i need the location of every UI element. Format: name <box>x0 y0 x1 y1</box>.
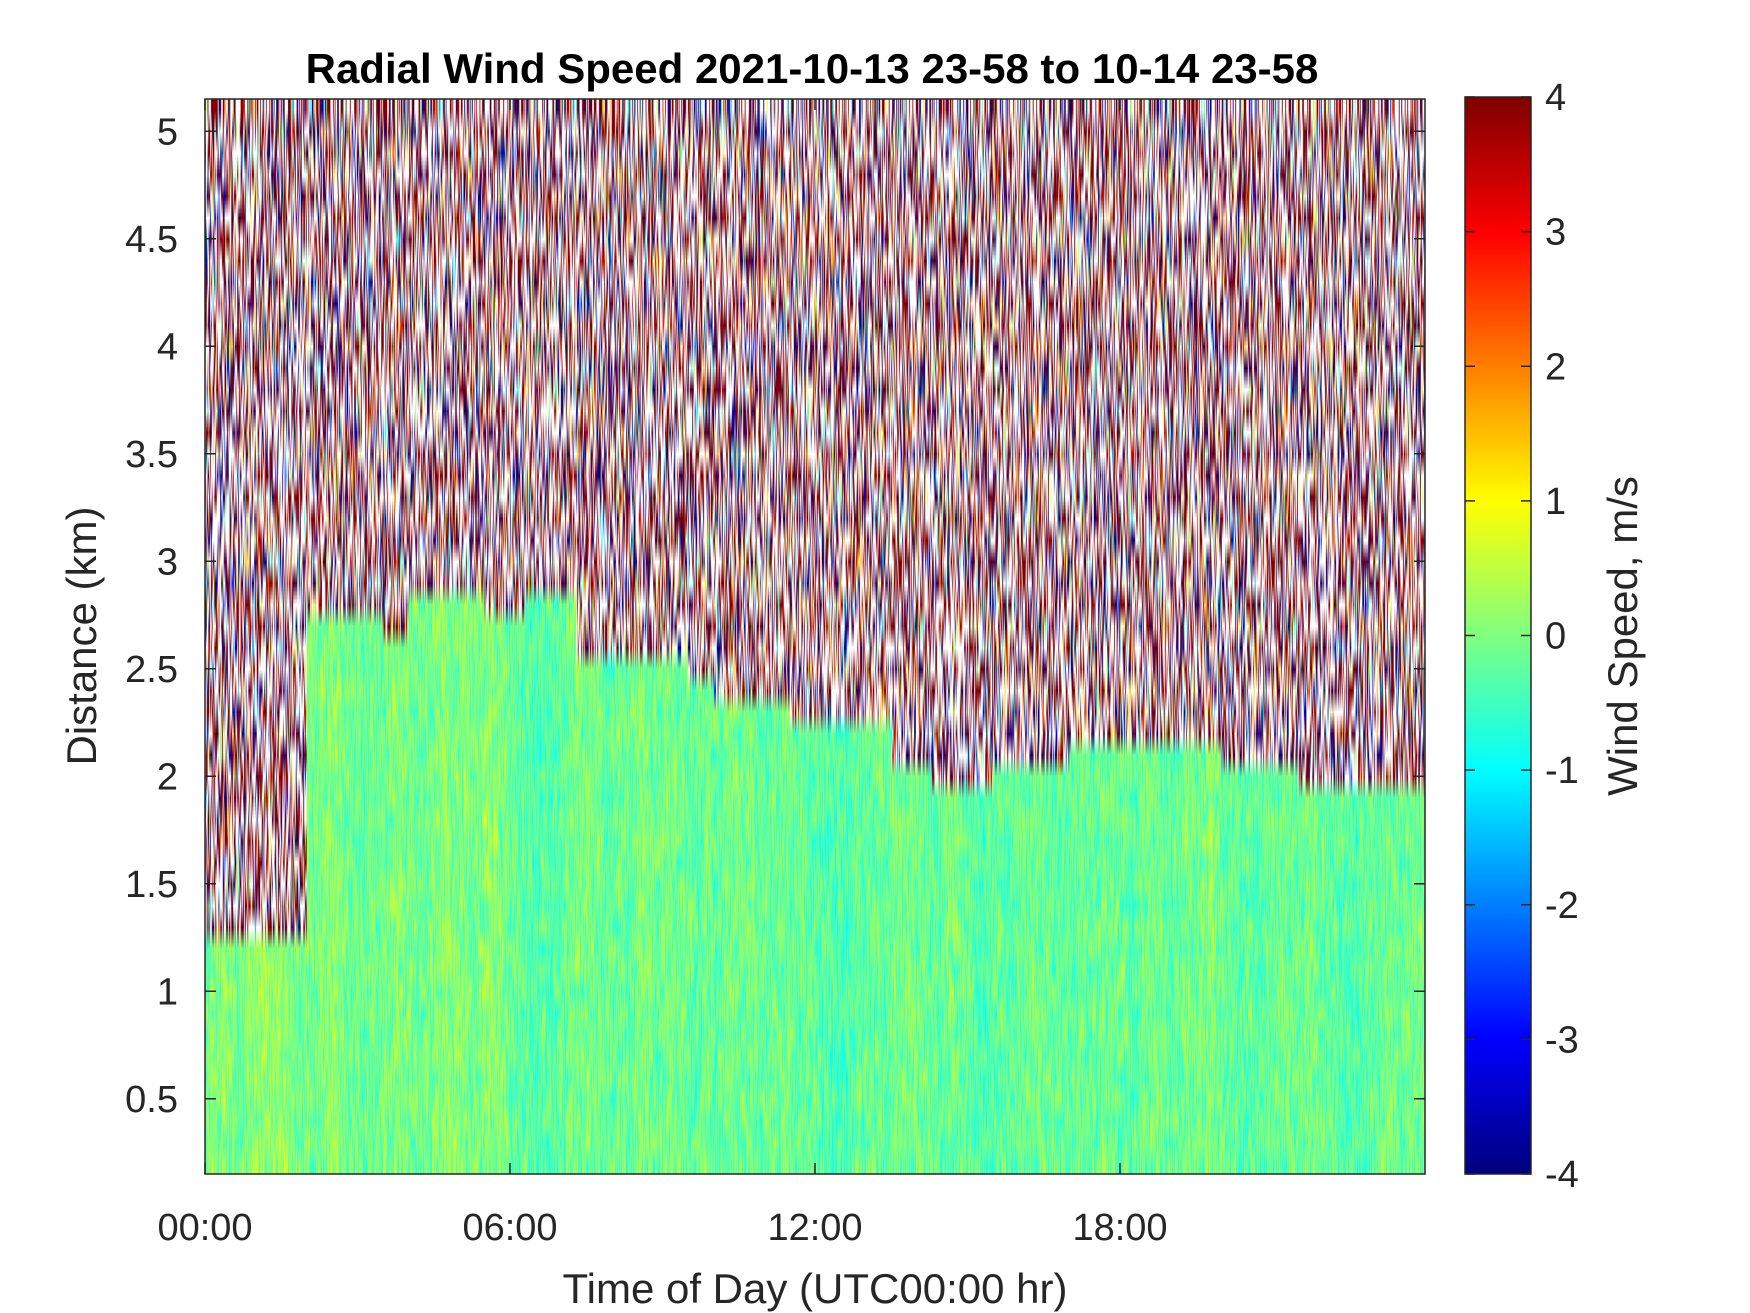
colorbar: -4 -3 -2 -1 0 1 2 3 4 Wind Speed, m/s <box>1464 77 1646 1196</box>
colorbar-label: Wind Speed, m/s <box>1599 476 1646 796</box>
colorbar-tick-label: 1 <box>1545 481 1566 523</box>
y-tick-label: 3.5 <box>125 434 178 476</box>
colorbar-tick-label: -1 <box>1545 750 1579 792</box>
x-axis: 00:00 06:00 12:00 18:00 <box>157 99 1168 1249</box>
chart-title: Radial Wind Speed 2021-10-13 23-58 to 10… <box>306 45 1319 92</box>
heatmap-raster <box>205 99 1425 1174</box>
x-tick-label: 06:00 <box>462 1207 557 1249</box>
y-tick-label: 3 <box>157 541 178 583</box>
y-tick-label: 2 <box>157 756 178 798</box>
colorbar-ticks: -4 -3 -2 -1 0 1 2 3 4 <box>1465 77 1579 1196</box>
y-tick-label: 1 <box>157 971 178 1013</box>
y-tick-label: 1.5 <box>125 864 178 906</box>
x-tick-label: 00:00 <box>157 1207 252 1249</box>
y-tick-label: 4 <box>157 326 178 368</box>
x-tick-label: 18:00 <box>1072 1207 1167 1249</box>
colorbar-tick-label: -3 <box>1545 1019 1579 1061</box>
colorbar-tick-label: -4 <box>1545 1154 1579 1196</box>
x-tick-label: 12:00 <box>767 1207 862 1249</box>
colorbar-tick-label: -2 <box>1545 885 1579 927</box>
colorbar-tick-label: 3 <box>1545 212 1566 254</box>
x-axis-label: Time of Day (UTC00:00 hr) <box>563 1265 1068 1312</box>
y-tick-label: 4.5 <box>125 219 178 261</box>
colorbar-tick-label: 0 <box>1545 616 1566 658</box>
plot-area: 00:00 06:00 12:00 18:00 0.5 1 1.5 2 2.5 3 3.5 4 4.5… <box>125 98 1426 1249</box>
y-axis-label: Distance (km) <box>58 506 105 765</box>
colorbar-tick-label: 4 <box>1545 77 1566 119</box>
y-axis: 0.5 1 1.5 2 2.5 3 3.5 4 4.5 5 <box>125 111 1425 1121</box>
y-tick-label: 0.5 <box>125 1079 178 1121</box>
colorbar-gradient <box>1465 97 1531 1174</box>
colorbar-tick-label: 2 <box>1545 346 1566 388</box>
y-tick-label: 2.5 <box>125 649 178 691</box>
y-tick-label: 5 <box>157 111 178 153</box>
